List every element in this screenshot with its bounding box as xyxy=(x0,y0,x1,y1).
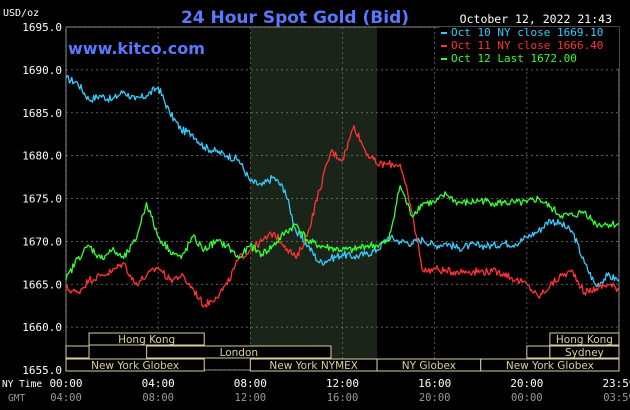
x-tick-label: 08:00 xyxy=(234,377,267,390)
x-tick-label: 00:00 xyxy=(49,377,82,390)
legend-box xyxy=(439,27,619,68)
session-label: New York NYMEX xyxy=(269,360,358,372)
gmt-tick-label: 12:00 xyxy=(235,392,267,404)
series-line-1 xyxy=(65,75,620,288)
y-tick-label: 1660.0 xyxy=(22,321,62,334)
session-bar xyxy=(549,345,620,359)
legend-entry: Oct 12 Last 1672.00 xyxy=(451,52,577,65)
gmt-tick-label: 00:00 xyxy=(511,392,543,404)
y-tick-label: 1665.0 xyxy=(22,278,62,291)
watermark: www.kitco.com xyxy=(68,39,205,58)
session-label: London xyxy=(220,347,259,359)
nymex-highlight-band xyxy=(250,27,378,370)
gmt-tick-label: 04:00 xyxy=(50,392,82,404)
x-tick-label: 12:00 xyxy=(326,377,359,390)
y-tick-label: 1655.0 xyxy=(22,364,62,377)
series-line-2 xyxy=(65,124,620,308)
session-bar xyxy=(549,332,620,346)
gmt-tick-label: 08:00 xyxy=(142,392,174,404)
session-bar xyxy=(146,345,332,359)
session-label: Hong Kong xyxy=(556,334,613,346)
session-bar xyxy=(480,358,620,372)
session-bar xyxy=(88,332,205,346)
series-line-3 xyxy=(65,184,620,281)
y-tick-label: 1680.0 xyxy=(22,150,62,163)
y-tick-label: 1695.0 xyxy=(22,21,62,34)
y-axis-label: USD/oz xyxy=(3,8,39,19)
legend-entry: Oct 11 NY close 1666.40 xyxy=(451,39,603,52)
session-label: New York Globex xyxy=(506,360,594,372)
gmt-label: GMT xyxy=(8,393,25,404)
ny-time-label: NY Time xyxy=(2,379,42,390)
session-label: Sydney xyxy=(565,347,604,359)
x-tick-label: 23:59 xyxy=(602,377,630,390)
y-tick-label: 1690.0 xyxy=(22,64,62,77)
gmt-tick-label: 16:00 xyxy=(327,392,359,404)
session-bar xyxy=(526,345,551,359)
timestamp: October 12, 2022 21:43 xyxy=(460,12,612,26)
session-bar xyxy=(65,345,90,359)
y-tick-label: 1670.0 xyxy=(22,235,62,248)
session-label: New York Globex xyxy=(91,360,179,372)
x-tick-label: 20:00 xyxy=(510,377,543,390)
x-tick-label: 04:00 xyxy=(142,377,175,390)
y-tick-label: 1685.0 xyxy=(22,107,62,120)
session-bar xyxy=(65,358,205,372)
y-tick-label: 1675.0 xyxy=(22,193,62,206)
legend-entry: Oct 10 NY close 1669.10 xyxy=(451,26,603,39)
session-label: NY Globex xyxy=(402,360,456,372)
session-label: Hong Kong xyxy=(118,334,175,346)
chart-title: 24 Hour Spot Gold (Bid) xyxy=(181,8,409,28)
gmt-tick-label: 03:59 xyxy=(603,392,630,404)
gmt-tick-label: 20:00 xyxy=(419,392,451,404)
x-tick-label: 16:00 xyxy=(418,377,451,390)
